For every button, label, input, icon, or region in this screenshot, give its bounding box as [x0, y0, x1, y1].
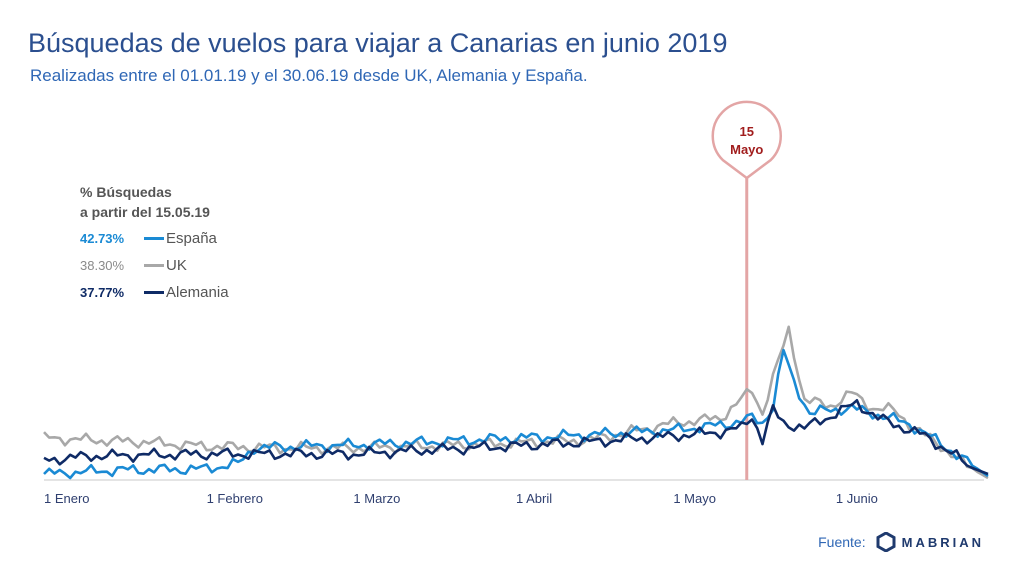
- legend-label-alemania: Alemania: [166, 283, 229, 301]
- series-line-uk: [43, 325, 989, 480]
- marker-label-month: Mayo: [730, 142, 763, 157]
- legend-pct-espana: 42.73%: [80, 230, 125, 246]
- legend-swatch-alemania: [144, 290, 164, 294]
- legend-pct-uk: 38.30%: [80, 257, 125, 273]
- x-tick-label: 1 Mayo: [673, 491, 716, 506]
- legend-header-line2: a partir del 15.05.19: [80, 204, 210, 220]
- marker-pin: [711, 100, 782, 180]
- legend-swatch-espana: [144, 236, 164, 240]
- legend-label-espana: España: [166, 229, 217, 247]
- marker-label-day: 15: [740, 124, 754, 139]
- legend-header-line1: % Búsquedas: [80, 184, 172, 200]
- legend-swatch-uk: [144, 263, 164, 267]
- series-line-espana: [43, 348, 989, 480]
- x-tick-label: 1 Abril: [516, 491, 552, 506]
- x-tick-label: 1 Febrero: [207, 491, 263, 506]
- chart-subtitle: Realizadas entre el 01.01.19 y el 30.06.…: [30, 66, 588, 85]
- legend-item-uk: 38.30% UK: [80, 255, 187, 275]
- legend-item-alemania: 37.77% Alemania: [80, 282, 229, 302]
- x-tick-label: 1 Enero: [44, 491, 90, 506]
- chart-title: Búsquedas de vuelos para viajar a Canari…: [28, 28, 728, 58]
- legend-header: % Búsquedas a partir del 15.05.19: [80, 182, 210, 222]
- logo-text: MABRIAN: [901, 534, 984, 550]
- legend-pct-alemania: 37.77%: [80, 284, 125, 300]
- x-tick-label: 1 Marzo: [353, 491, 400, 506]
- source-credit: Fuente: MABRIAN: [818, 532, 984, 552]
- x-tick-label: 1 Junio: [836, 491, 878, 506]
- legend-label-uk: UK: [166, 256, 187, 274]
- mabrian-logo[interactable]: MABRIAN: [876, 532, 984, 552]
- hexagon-logo-icon: [876, 532, 896, 552]
- series-line-alemania: [43, 398, 989, 476]
- source-label: Fuente:: [818, 534, 866, 550]
- legend-item-espana: 42.73% España: [80, 228, 217, 248]
